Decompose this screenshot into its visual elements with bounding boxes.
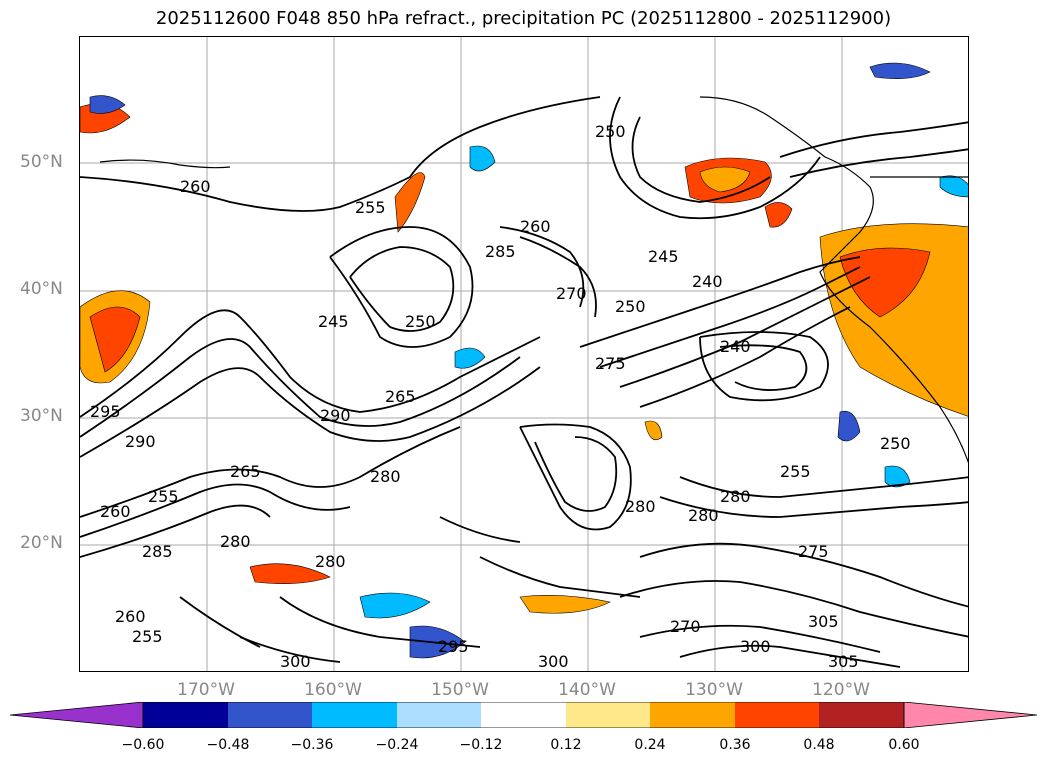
contour-label: 280 — [370, 467, 401, 486]
colorbar-tick-label: −0.24 — [375, 737, 419, 753]
contour-label: 255 — [780, 462, 811, 481]
contour-label: 290 — [320, 406, 351, 425]
contour-label: 260 — [520, 217, 551, 236]
contour-label: 270 — [556, 284, 587, 303]
contour-label: 280 — [625, 497, 656, 516]
contour-label: 245 — [648, 247, 679, 266]
colorbar-bin — [566, 702, 650, 728]
map-panel: 260 255 250 245 285 260 245 240 250 270 … — [79, 36, 969, 672]
lon-label-160w: 160°W — [304, 680, 362, 700]
graticule — [80, 37, 968, 671]
colorbar-tick-label: 0.24 — [634, 737, 666, 753]
lon-label-140w: 140°W — [558, 680, 616, 700]
colorbar-tick-label: −0.36 — [290, 737, 334, 753]
colorbar-tick-label: −0.12 — [459, 737, 503, 753]
colorbar-bin — [650, 702, 735, 728]
contour-label: 250 — [880, 434, 911, 453]
lon-label-130w: 130°W — [685, 680, 743, 700]
contour-label: 260 — [100, 502, 131, 521]
contour-label: 265 — [230, 462, 261, 481]
colorbar-tick-label: 0.48 — [803, 737, 835, 753]
contour-label: 295 — [438, 637, 469, 656]
contour-label: 275 — [798, 542, 829, 561]
contour-label: 270 — [670, 617, 701, 636]
colorbar-bin — [228, 702, 312, 728]
contour-label: 280 — [315, 552, 346, 571]
coastline — [99, 96, 968, 464]
contour-label: 290 — [125, 432, 156, 451]
colorbar-tick-label: −0.60 — [121, 737, 165, 753]
contour-label: 245 — [318, 312, 349, 331]
colorbar-tick-label: 0.36 — [719, 737, 751, 753]
contour-label: 265 — [385, 387, 416, 406]
contour-label: 280 — [720, 487, 751, 506]
colorbar-tick-label: 0.12 — [550, 737, 582, 753]
colorbar — [10, 702, 1037, 728]
colorbar-bin — [735, 702, 819, 728]
contour-label: 255 — [355, 198, 386, 217]
colorbar-bin — [312, 702, 397, 728]
contour-label: 285 — [485, 242, 516, 261]
contour-label: 305 — [828, 652, 859, 671]
colorbar-bin — [397, 702, 481, 728]
lat-label-30n: 30°N — [20, 406, 63, 426]
contour-label: 255 — [132, 627, 163, 646]
map-title: 2025112600 F048 850 hPa refract., precip… — [155, 8, 892, 29]
refractivity-contours — [80, 96, 968, 668]
contour-label: 260 — [180, 177, 211, 196]
contour-label: 255 — [148, 487, 179, 506]
contour-labels: 260 255 250 245 285 260 245 240 250 270 … — [90, 122, 911, 671]
lon-label-120w: 120°W — [812, 680, 870, 700]
contour-label: 280 — [688, 506, 719, 525]
colorbar-right-extension — [903, 702, 1037, 728]
lon-label-150w: 150°W — [431, 680, 489, 700]
contour-label: 300 — [280, 652, 311, 671]
colorbar-tick-label: 0.60 — [888, 737, 920, 753]
contour-label: 250 — [405, 312, 436, 331]
contour-label: 240 — [720, 337, 751, 356]
contour-label: 250 — [595, 122, 626, 141]
colorbar-left-extension — [10, 702, 144, 728]
contour-label: 295 — [90, 402, 121, 421]
contour-label: 280 — [220, 532, 251, 551]
contour-label: 285 — [142, 542, 173, 561]
contour-label: 250 — [615, 297, 646, 316]
lat-label-40n: 40°N — [20, 279, 63, 299]
contour-label: 260 — [115, 607, 146, 626]
colorbar-bin — [143, 702, 228, 728]
contour-label: 240 — [692, 272, 723, 291]
map-canvas: 260 255 250 245 285 260 245 240 250 270 … — [80, 37, 968, 671]
contour-label: 275 — [595, 354, 626, 373]
colorbar-tick-label: −0.48 — [206, 737, 250, 753]
colorbar-bin — [481, 702, 566, 728]
lon-label-170w: 170°W — [177, 680, 235, 700]
precip-shading — [80, 62, 968, 659]
lat-label-20n: 20°N — [20, 533, 63, 553]
colorbar-bin — [819, 702, 904, 728]
contour-label: 300 — [538, 652, 569, 671]
contour-label: 305 — [808, 612, 839, 631]
lat-label-50n: 50°N — [20, 152, 63, 172]
contour-label: 300 — [740, 637, 771, 656]
